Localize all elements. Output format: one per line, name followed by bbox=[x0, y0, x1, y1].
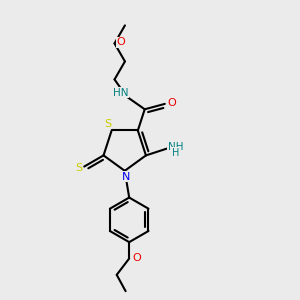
Text: S: S bbox=[75, 163, 82, 173]
Text: O: O bbox=[117, 37, 125, 47]
Text: O: O bbox=[132, 253, 141, 263]
Text: NH: NH bbox=[168, 142, 183, 152]
Text: H: H bbox=[172, 148, 179, 158]
Text: HN: HN bbox=[113, 88, 129, 98]
Text: O: O bbox=[167, 98, 176, 108]
Text: S: S bbox=[104, 119, 112, 129]
Text: N: N bbox=[122, 172, 130, 182]
